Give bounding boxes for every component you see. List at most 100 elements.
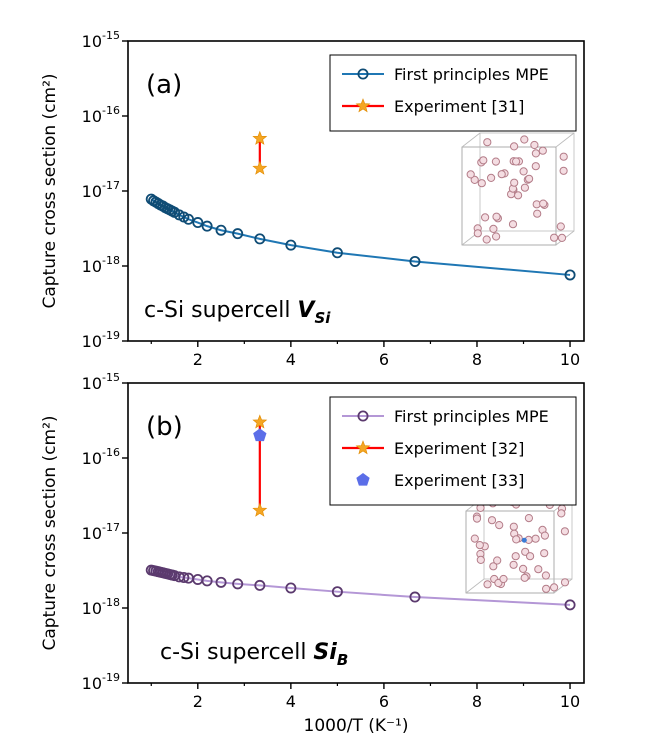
x-axis-label: 1000/T (K⁻¹) xyxy=(304,716,409,736)
atom xyxy=(531,149,541,158)
atom xyxy=(511,552,520,561)
panel-label: (a) xyxy=(146,70,182,100)
y-tick-label: 10-15 xyxy=(82,29,120,51)
atom xyxy=(559,152,568,161)
y-axis-label: Capture cross section (cm²) xyxy=(40,73,60,308)
y-tick-label: 10-17 xyxy=(82,521,120,543)
atom xyxy=(509,142,519,151)
crystal-structure-inset xyxy=(465,496,573,594)
mpe-point xyxy=(331,586,343,598)
mpe-point xyxy=(285,239,297,251)
mpe-point xyxy=(232,228,244,240)
x-tick-label: 10 xyxy=(560,692,580,711)
atom xyxy=(495,521,504,530)
mpe-point xyxy=(564,269,576,281)
atom xyxy=(520,135,529,144)
atom xyxy=(492,212,501,221)
mpe-point xyxy=(409,591,421,603)
atom xyxy=(550,583,559,592)
legend-entry-label: Experiment [31] xyxy=(394,97,524,116)
atom xyxy=(539,199,548,208)
x-tick-label: 8 xyxy=(472,350,482,369)
y-tick-label: 10-18 xyxy=(82,254,120,276)
mpe-point xyxy=(215,576,227,588)
atom xyxy=(509,522,518,531)
atom xyxy=(466,170,475,179)
legend-star-marker xyxy=(355,440,371,455)
inset-edge xyxy=(555,132,575,148)
mpe-point xyxy=(331,247,343,259)
experiment-pentagon xyxy=(253,428,267,442)
y-tick-label: 10-18 xyxy=(82,596,120,618)
atom xyxy=(534,565,543,574)
atom xyxy=(510,178,519,187)
legend-entry-label: Experiment [33] xyxy=(394,471,524,490)
atom xyxy=(492,232,501,241)
atom xyxy=(540,531,550,540)
atom xyxy=(476,555,485,565)
experiment-star xyxy=(252,160,268,175)
atom xyxy=(560,527,570,536)
atom xyxy=(482,235,491,244)
mpe-point xyxy=(285,582,297,594)
atom xyxy=(473,229,482,238)
y-axis-label: Capture cross section (cm²) xyxy=(40,415,60,650)
x-tick-label: 4 xyxy=(286,692,296,711)
mpe-point xyxy=(192,217,204,229)
atom xyxy=(525,174,534,183)
atom xyxy=(524,514,534,523)
x-tick-label: 10 xyxy=(560,350,580,369)
atom xyxy=(470,175,479,184)
atom xyxy=(540,549,549,558)
atom xyxy=(556,222,565,231)
mpe-point xyxy=(215,224,227,236)
atom xyxy=(519,564,528,574)
atom xyxy=(530,140,539,150)
x-tick-label: 6 xyxy=(379,692,389,711)
atom xyxy=(483,138,492,147)
inset-box-front xyxy=(465,510,555,594)
atom xyxy=(559,166,568,175)
atom xyxy=(557,233,567,242)
inset-edge xyxy=(461,132,481,148)
legend-box xyxy=(329,54,577,132)
mpe-point xyxy=(254,233,266,245)
x-tick-label: 2 xyxy=(193,692,203,711)
atom xyxy=(499,574,508,584)
y-tick-label: 10-17 xyxy=(82,179,120,201)
supercell-annotation: c-Si supercell SiB xyxy=(160,640,348,669)
legend-entry-label: First principles MPE xyxy=(394,407,549,426)
inset-box-front xyxy=(461,146,557,246)
x-tick-label: 2 xyxy=(193,350,203,369)
atom xyxy=(493,556,502,565)
experiment-star xyxy=(252,502,268,517)
mpe-line xyxy=(151,569,571,606)
atom xyxy=(472,514,482,523)
y-tick-label: 10-19 xyxy=(82,329,120,351)
atom xyxy=(477,179,486,188)
atom xyxy=(483,580,492,589)
atom xyxy=(541,571,551,580)
mpe-point xyxy=(201,575,213,587)
atom xyxy=(542,584,551,593)
x-tick-label: 6 xyxy=(379,350,389,369)
mpe-point xyxy=(178,572,190,584)
panel-label: (b) xyxy=(146,412,183,442)
atom xyxy=(470,534,479,543)
atom xyxy=(489,562,498,571)
atom xyxy=(475,541,484,550)
inset-edge xyxy=(465,578,485,594)
atom xyxy=(479,156,488,165)
y-tick-label: 10-16 xyxy=(82,446,120,468)
chart-panel-a: 2 4 6 8 10 10-15 10-16 10-17 10-18 10-19 Capture c… xyxy=(40,29,585,369)
legend-circle-marker xyxy=(357,410,369,422)
atom xyxy=(481,213,490,222)
boron-atom xyxy=(521,537,527,543)
experiment-star xyxy=(252,414,268,429)
mpe-point xyxy=(201,220,213,232)
experiment-star xyxy=(252,130,268,145)
y-tick-label: 10-15 xyxy=(82,371,120,393)
inset-edge xyxy=(553,578,573,594)
atom xyxy=(538,146,547,155)
